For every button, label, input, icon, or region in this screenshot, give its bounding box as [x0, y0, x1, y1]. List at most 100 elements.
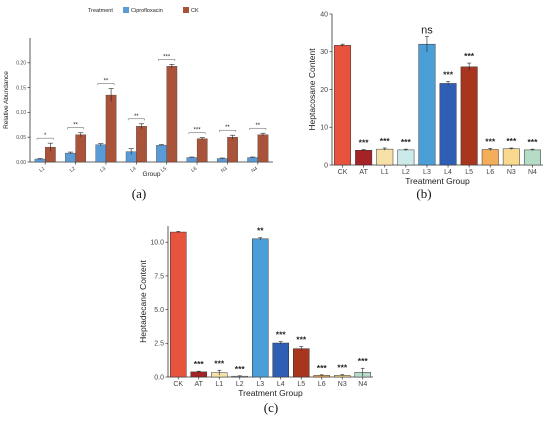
- y-tick-label: 0.15: [16, 85, 26, 91]
- y-tick-label: 7.5: [154, 273, 164, 280]
- bar-L2: [397, 149, 415, 166]
- chart-c: 0.0 2.5 5.0 7.5 10.0 Treatment Group Heptadeca…: [138, 226, 373, 398]
- significance-label: **: [257, 226, 264, 236]
- chart-b: 0 10 20 30 40 Treatment Group Heptacosane Cont…: [307, 11, 543, 186]
- significance-label: **: [255, 123, 260, 129]
- x-tick-label: L3: [256, 381, 264, 388]
- significance-bracket: [127, 118, 145, 121]
- significance-bracket: [158, 59, 176, 61]
- y-tick-label: 0.10: [16, 110, 26, 116]
- bar-L4: [439, 83, 457, 166]
- chart-a: 0.00 0.05 0.10 0.15 0.20 Group Relative Abunda…: [3, 7, 273, 178]
- bar-CK: [170, 231, 187, 378]
- significance-label: **: [134, 114, 139, 120]
- x-tick-label: L5: [160, 166, 168, 174]
- bar-L3: [252, 238, 269, 378]
- significance-label: ***: [194, 359, 205, 369]
- bar-ciprofloxacin-N3: [216, 158, 228, 163]
- y-tick-label: 0.05: [16, 135, 26, 141]
- bar-AT: [190, 371, 207, 378]
- y-axis-title: Heptacosane Content: [307, 48, 317, 131]
- y-tick-label: 0.20: [16, 61, 26, 67]
- significance-label: ***: [464, 51, 475, 61]
- x-tick-label: L2: [69, 166, 77, 174]
- y-tick-label: 5.0: [154, 307, 164, 314]
- significance-bracket: [97, 83, 115, 86]
- x-axis-title: Treatment Group: [238, 388, 303, 398]
- significance-label: ***: [485, 136, 496, 146]
- significance-label: *: [44, 133, 47, 139]
- legend-title: Treatment: [88, 8, 113, 14]
- significance-bracket: [219, 129, 236, 132]
- legend-entry: CK: [191, 8, 199, 14]
- legend-entry: Ciprofloxacin: [131, 8, 163, 14]
- x-tick-label: L1: [381, 169, 389, 176]
- bar-ck-L3: [105, 94, 117, 163]
- significance-label: ***: [401, 137, 412, 147]
- y-tick-label: 10: [320, 125, 328, 132]
- significance-label: ***: [296, 335, 307, 345]
- bar-L4: [272, 342, 289, 378]
- significance-label: ***: [194, 128, 202, 134]
- x-tick-label: AT: [195, 381, 204, 388]
- significance-label: ***: [443, 70, 454, 80]
- bar-ck-N4: [257, 134, 269, 163]
- panel-caption: (c): [264, 400, 278, 415]
- bar-ciprofloxacin-L3: [95, 144, 107, 163]
- y-tick-label: 0.0: [154, 374, 164, 381]
- significance-label: ***: [506, 136, 517, 146]
- significance-label: **: [73, 123, 78, 129]
- significance-bracket: [188, 132, 206, 135]
- x-tick-label: L5: [297, 381, 305, 388]
- x-tick-label: CK: [173, 381, 183, 388]
- x-tick-label: L3: [99, 166, 107, 174]
- x-axis-title: Group: [142, 171, 160, 178]
- x-tick-label: AT: [359, 169, 368, 176]
- significance-label: ***: [276, 330, 287, 340]
- significance-label: ***: [214, 358, 225, 368]
- x-tick-label: L5: [465, 169, 473, 176]
- significance-label: **: [104, 79, 109, 85]
- bar-ciprofloxacin-L6: [186, 157, 198, 163]
- y-tick-label: 10.0: [150, 240, 164, 247]
- x-tick-label: L4: [277, 381, 285, 388]
- bar-ck-L2: [75, 134, 87, 163]
- x-tick-label: L1: [215, 381, 223, 388]
- x-tick-label: N4: [358, 381, 367, 388]
- significance-label: ***: [380, 136, 391, 146]
- significance-label: ***: [358, 356, 369, 366]
- significance-bracket: [36, 137, 54, 140]
- x-tick-label: L6: [318, 381, 326, 388]
- panel-caption: (b): [416, 186, 431, 201]
- x-tick-label: L6: [190, 166, 198, 174]
- significance-label: **: [225, 125, 230, 131]
- bar-N3: [502, 148, 520, 166]
- y-axis-title: Heptadecane Content: [138, 260, 148, 343]
- bar-ck-N3: [227, 137, 238, 163]
- bar-L3: [418, 43, 436, 166]
- bar-CK: [334, 45, 352, 166]
- legend: Treatment Ciprofloxacin CK: [88, 7, 199, 14]
- bar-ciprofloxacin-L5: [156, 144, 167, 163]
- significance-label: ***: [317, 363, 328, 373]
- significance-label: ***: [337, 363, 348, 373]
- y-tick-label: 0.00: [16, 160, 26, 166]
- significance-label: ***: [527, 137, 538, 147]
- significance-label: ***: [163, 54, 171, 60]
- x-tick-label: L2: [236, 381, 244, 388]
- x-tick-label: L6: [486, 169, 494, 176]
- panel-caption: (a): [132, 186, 146, 201]
- bar-ciprofloxacin-N4: [247, 157, 258, 163]
- x-tick-label: L3: [423, 169, 431, 176]
- legend-swatch: [123, 7, 129, 13]
- y-tick-label: 2.5: [154, 341, 164, 348]
- bar-AT: [355, 150, 373, 166]
- bar-ck-L5: [166, 66, 178, 163]
- x-axis-title: Treatment Group: [405, 176, 470, 186]
- x-tick-label: L1: [38, 166, 46, 174]
- significance-label: ***: [235, 364, 246, 374]
- bar-L5: [460, 66, 478, 166]
- bar-L1: [376, 148, 394, 166]
